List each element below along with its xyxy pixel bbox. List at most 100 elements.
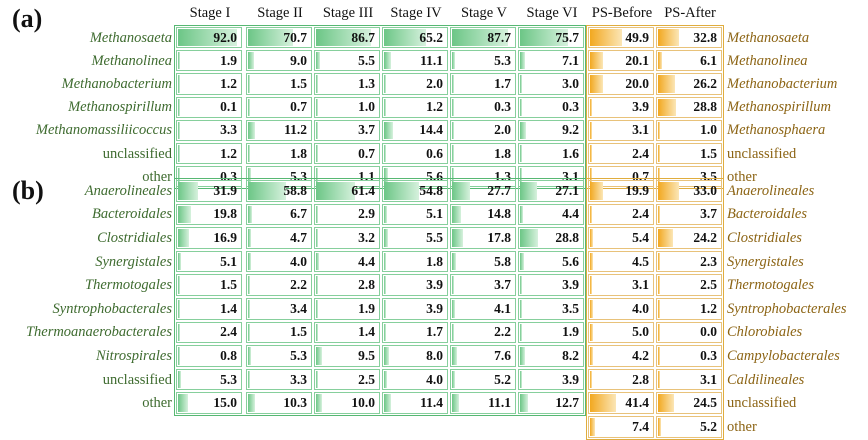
- stage-cell: 65.2: [382, 27, 448, 49]
- stage-value: 15.0: [213, 395, 237, 411]
- stage-cell: 3.4: [246, 298, 312, 320]
- stage-value: 8.0: [426, 347, 443, 363]
- stage-bar: [520, 300, 523, 318]
- stage-value: 12.7: [555, 395, 579, 411]
- stage-cell: 16.9: [176, 227, 242, 249]
- stage-cell: 10.3: [246, 392, 312, 414]
- stage-bar: [452, 75, 454, 93]
- ps-value: 5.2: [700, 418, 717, 434]
- stage-bar: [248, 394, 255, 412]
- stage-bar: [316, 182, 356, 200]
- stage-cell: 3.7: [450, 274, 516, 296]
- ps-cell: 41.4: [588, 392, 654, 414]
- ps-cell: 7.4: [588, 416, 654, 438]
- ps-cell: 28.8: [656, 96, 722, 118]
- stage-value: 0.1: [220, 99, 237, 115]
- ps-row-label: Campylobacterales: [727, 348, 840, 364]
- row-label: other: [142, 395, 172, 412]
- ps-bar: [590, 98, 593, 116]
- ps-value: 20.0: [625, 75, 649, 91]
- stage-cell: 17.8: [450, 227, 516, 249]
- stage-cell: 1.5: [176, 274, 242, 296]
- ps-value: 41.4: [625, 395, 649, 411]
- stage-cell: 4.0: [246, 250, 312, 273]
- column-header: Stage IV: [390, 5, 442, 21]
- stage-bar: [248, 205, 253, 224]
- ps-value: 0.3: [700, 347, 717, 363]
- stage-cell: 1.8: [246, 143, 312, 165]
- ps-value: 32.8: [693, 29, 717, 45]
- stage-cell: 3.3: [176, 119, 242, 141]
- stage-value: 3.9: [562, 371, 579, 387]
- ps-cell: 1.0: [656, 119, 722, 141]
- ps-bar: [658, 182, 680, 200]
- stage-bar: [384, 205, 388, 224]
- stage-cell: 1.9: [518, 321, 584, 344]
- stage-value: 65.2: [419, 29, 443, 45]
- stage-bar: [452, 300, 455, 318]
- stage-cell: 5.3: [176, 368, 242, 391]
- stage-value: 10.0: [351, 395, 375, 411]
- ps-cell: 2.3: [656, 250, 722, 273]
- ps-cell: 1.2: [656, 298, 722, 320]
- stage-value: 0.7: [290, 99, 307, 115]
- stage-cell: 1.2: [382, 96, 448, 118]
- stage-value: 2.5: [358, 371, 375, 387]
- stage-value: 11.2: [284, 122, 307, 138]
- stage-bar: [178, 347, 180, 365]
- stage-value: 0.3: [494, 99, 511, 115]
- stage-bar: [316, 252, 319, 271]
- ps-row-label: Methanolinea: [727, 52, 808, 69]
- stage-bar: [178, 276, 180, 294]
- stage-value: 5.1: [426, 206, 443, 222]
- column-header: Stage III: [322, 5, 374, 21]
- stage-cell: 5.3: [246, 345, 312, 367]
- ps-bar: [658, 347, 660, 365]
- row-label: Methanospirillum: [68, 99, 172, 116]
- stage-cell: 10.0: [314, 392, 380, 414]
- stage-bar: [452, 276, 455, 294]
- stage-value: 2.9: [358, 206, 375, 222]
- stage-value: 1.6: [562, 145, 579, 161]
- stage-cell: 1.4: [314, 321, 380, 344]
- ps-row-label: Thermotogales: [727, 277, 814, 294]
- stage-value: 4.1: [494, 300, 511, 316]
- stage-value: 0.8: [220, 347, 237, 363]
- stage-value: 2.0: [426, 75, 443, 91]
- stage-cell: 0.8: [176, 345, 242, 367]
- stage-cell: 3.9: [518, 368, 584, 391]
- stage-bar: [520, 323, 522, 342]
- stage-bar: [520, 29, 569, 47]
- stage-value: 0.3: [562, 99, 579, 115]
- stage-bar: [452, 394, 460, 412]
- ps-row-label: Caldilineales: [727, 371, 805, 388]
- stage-bar: [178, 168, 180, 186]
- stage-bar: [248, 121, 256, 139]
- ps-cell: 2.4: [588, 203, 654, 226]
- stage-bar: [384, 52, 392, 70]
- stage-bar: [520, 229, 539, 247]
- stage-value: 27.1: [555, 182, 579, 198]
- stage-cell: 3.9: [382, 298, 448, 320]
- ps-bar: [590, 75, 603, 93]
- stage-bar: [178, 252, 182, 271]
- ps-row-label: Bacteroidales: [727, 206, 807, 223]
- ps-cell: 0.3: [656, 345, 722, 367]
- stage-bar: [316, 205, 318, 224]
- stage-bar: [316, 75, 318, 93]
- stage-value: 14.8: [487, 206, 511, 222]
- ps-cell: 26.2: [656, 73, 722, 95]
- stage-value: 4.7: [290, 229, 307, 245]
- row-label: Methanosaeta: [89, 29, 172, 46]
- stage-bar: [178, 370, 182, 389]
- stage-bar: [452, 323, 454, 342]
- ps-bar: [658, 52, 662, 70]
- stage-value: 3.3: [220, 122, 237, 138]
- ps-cell: 24.5: [656, 392, 722, 414]
- ps-cell: 24.2: [656, 227, 722, 249]
- stage-bar: [452, 370, 456, 389]
- column-header: PS-After: [664, 5, 716, 21]
- stage-value: 17.8: [487, 229, 511, 245]
- stage-value: 7.1: [562, 52, 579, 68]
- stage-bar: [384, 29, 426, 47]
